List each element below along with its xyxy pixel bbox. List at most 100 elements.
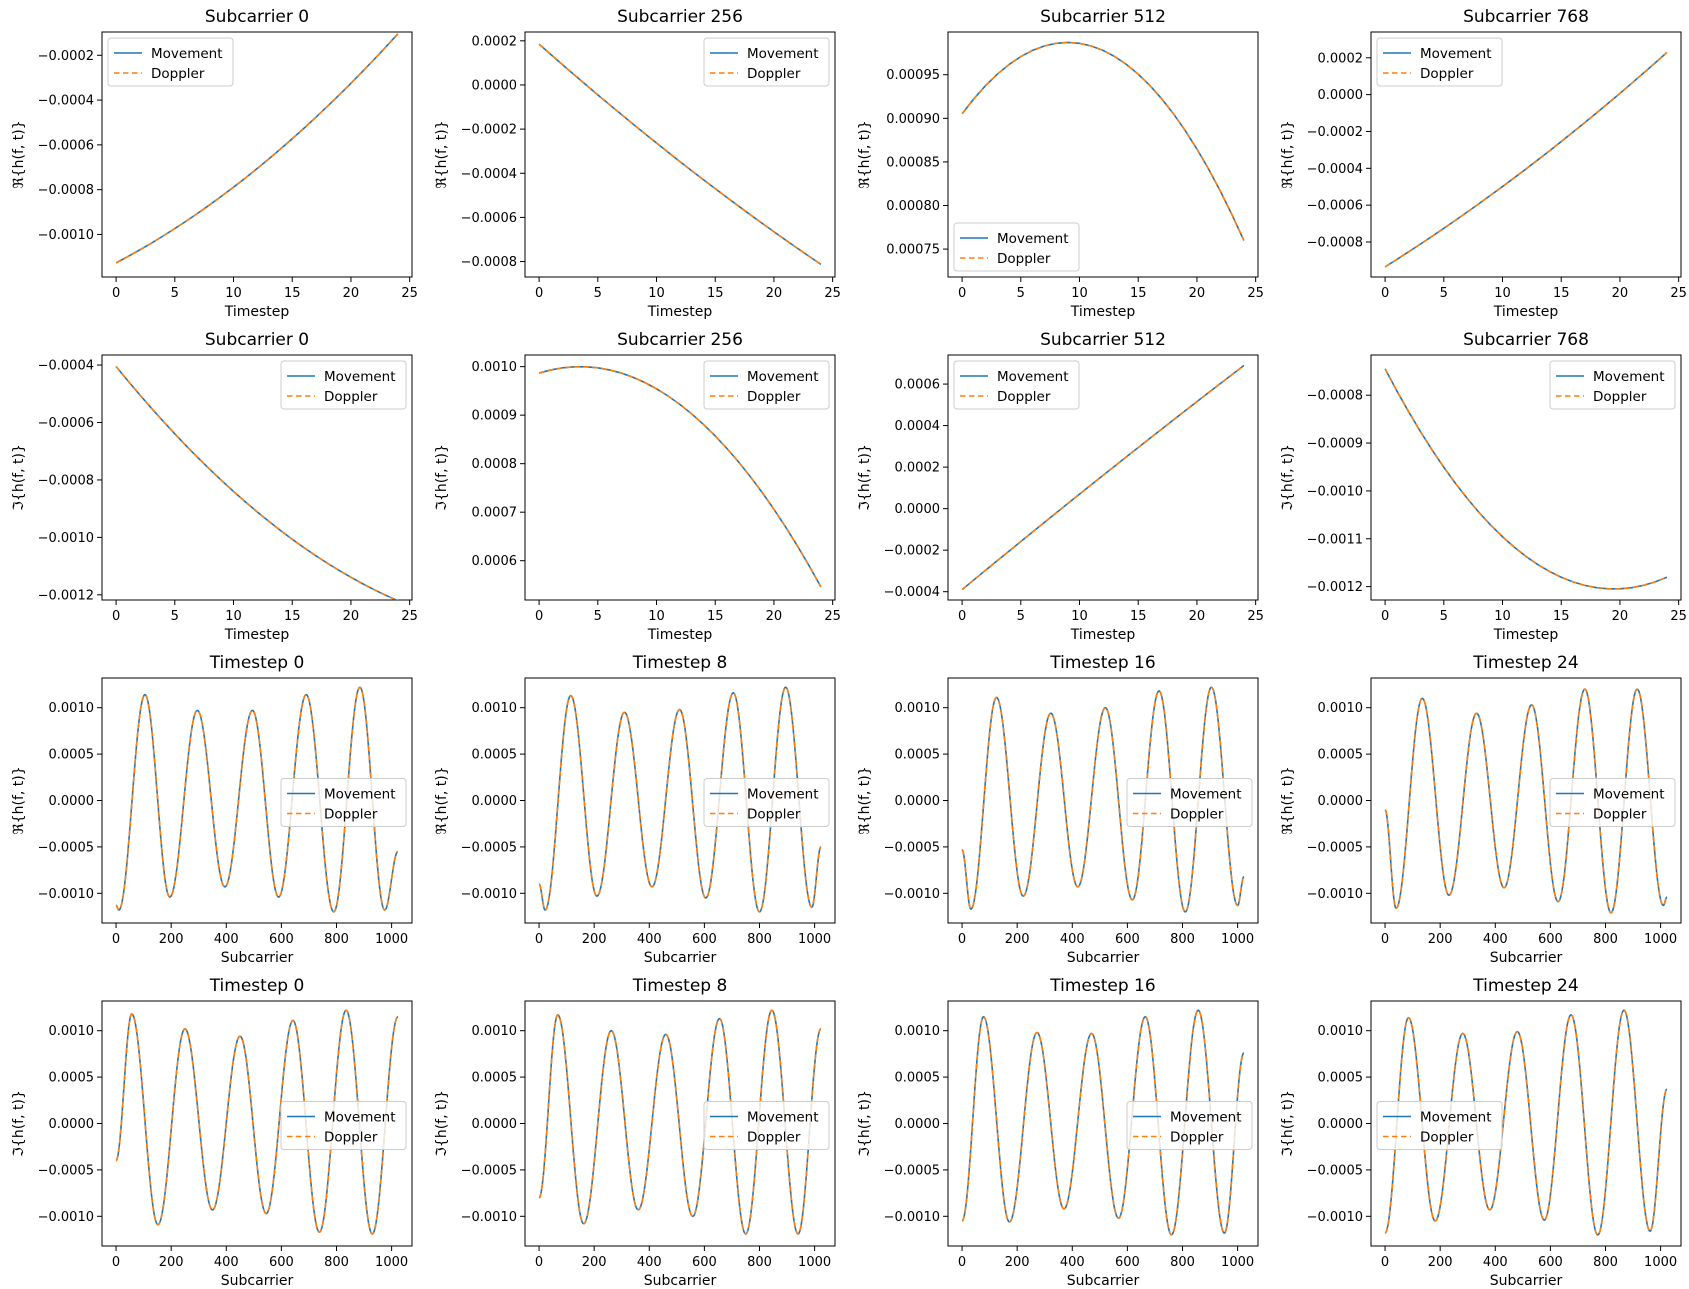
y-tick-label: 0.0010 <box>472 701 518 716</box>
legend: Movement Doppler <box>1126 1101 1253 1150</box>
subplot-6: Subcarrier 256 0 5 10 15 20 25 0.0006 0.0007 0.00… <box>434 330 841 643</box>
y-tick-label: −0.0010 <box>1307 887 1363 902</box>
subplot-title: Timestep 0 <box>209 653 305 673</box>
legend-box <box>953 360 1080 410</box>
legend: Movement Doppler <box>1376 1101 1503 1150</box>
y-tick-label: 0.0006 <box>472 554 518 569</box>
x-tick-label: 20 <box>1189 286 1206 301</box>
x-tick-label: 0 <box>535 1255 543 1270</box>
x-tick-label: 1000 <box>1644 1255 1677 1270</box>
subplot-12: Timestep 24 0 200 400 600 800 1000 −0.0010 −0.00… <box>1280 653 1682 966</box>
legend-label-movement: Movement <box>324 787 396 803</box>
y-tick-label: 0.0005 <box>472 1071 518 1086</box>
y-tick-label: −0.0002 <box>884 544 940 559</box>
y-tick-label: 0.0000 <box>1318 794 1364 809</box>
y-tick-label: −0.0004 <box>1307 162 1363 177</box>
y-tick-label: 0.00080 <box>886 199 940 214</box>
y-axis-label: ℜ{h(f, t)} <box>11 766 27 834</box>
series-line-doppler <box>115 1009 399 1235</box>
y-tick-label: −0.0010 <box>884 1210 940 1225</box>
x-tick-label: 200 <box>582 932 607 947</box>
subplot-16: Timestep 24 0 200 400 600 800 1000 −0.0010 −0.00… <box>1280 976 1682 1289</box>
x-axis-label: Subcarrier <box>644 1273 717 1289</box>
y-tick-label: −0.0005 <box>884 1163 940 1178</box>
x-tick-label: 800 <box>324 932 349 947</box>
legend-box <box>1376 37 1503 87</box>
y-tick-label: 0.0005 <box>1318 748 1364 763</box>
x-tick-label: 1000 <box>375 1255 408 1270</box>
legend-label-movement: Movement <box>747 1110 819 1126</box>
legend-label-doppler: Doppler <box>1170 807 1224 823</box>
y-tick-label: −0.0008 <box>38 473 94 488</box>
x-axis-label: Timestep <box>1493 627 1559 643</box>
subplot-10: Timestep 8 0 200 400 600 800 1000 −0.0010 −0.000… <box>434 653 836 966</box>
x-axis-label: Timestep <box>224 304 290 320</box>
x-tick-label: 5 <box>594 286 602 301</box>
y-tick-label: −0.0004 <box>461 167 517 182</box>
subplot-11: Timestep 16 0 200 400 600 800 1000 −0.0010 −0.00… <box>857 653 1259 966</box>
x-axis-label: Subcarrier <box>644 950 717 966</box>
legend-label-movement: Movement <box>997 231 1069 247</box>
x-axis-label: Timestep <box>1493 304 1559 320</box>
x-tick-label: 25 <box>401 286 418 301</box>
x-tick-label: 400 <box>214 932 239 947</box>
legend: Movement Doppler <box>1126 778 1253 827</box>
y-axis-label: ℑ{h(f, t)} <box>11 444 27 511</box>
legend-label-movement: Movement <box>747 787 819 803</box>
x-tick-label: 800 <box>1170 1255 1195 1270</box>
y-tick-label: 0.0005 <box>49 748 95 763</box>
subplot-title: Timestep 16 <box>1049 653 1155 673</box>
series-line-doppler <box>538 1009 822 1235</box>
subplot-title: Timestep 24 <box>1472 653 1578 673</box>
x-tick-label: 0 <box>112 286 120 301</box>
subplot-title: Timestep 16 <box>1049 976 1155 996</box>
legend-label-movement: Movement <box>1593 787 1665 803</box>
y-axis-label: ℜ{h(f, t)} <box>434 120 450 188</box>
y-tick-label: −0.0012 <box>1307 580 1363 595</box>
y-axis-label: ℑ{h(f, t)} <box>1280 444 1296 511</box>
y-tick-label: 0.0005 <box>472 748 518 763</box>
y-tick-label: −0.0011 <box>1307 532 1363 547</box>
y-tick-label: 0.0010 <box>472 360 518 375</box>
x-tick-label: 10 <box>648 286 665 301</box>
y-tick-label: −0.0008 <box>1307 389 1363 404</box>
x-tick-label: 1000 <box>798 1255 831 1270</box>
subplot-3: Subcarrier 512 0 5 10 15 20 25 0.00075 0.00080 0.… <box>857 7 1264 320</box>
subplot-title: Subcarrier 768 <box>1463 7 1589 27</box>
y-tick-label: 0.0005 <box>895 1071 941 1086</box>
x-axis-label: Timestep <box>224 627 290 643</box>
x-tick-label: 20 <box>766 286 783 301</box>
x-axis-label: Subcarrier <box>1490 1273 1563 1289</box>
subplot-2: Subcarrier 256 0 5 10 15 20 25 −0.0008 −0.0006 −0… <box>434 7 841 320</box>
x-tick-label: 400 <box>1060 932 1085 947</box>
series-line-doppler <box>961 41 1245 241</box>
x-tick-label: 0 <box>958 609 966 624</box>
x-tick-label: 20 <box>343 609 360 624</box>
legend-label-movement: Movement <box>1170 787 1242 803</box>
x-axis-label: Subcarrier <box>1067 950 1140 966</box>
legend-label-movement: Movement <box>747 46 819 62</box>
subplot-title: Timestep 8 <box>632 653 728 673</box>
x-tick-label: 15 <box>1130 286 1147 301</box>
x-tick-label: 20 <box>1612 609 1629 624</box>
subplot-13: Timestep 0 0 200 400 600 800 1000 −0.0010 −0.000… <box>11 976 413 1289</box>
legend-label-doppler: Doppler <box>324 1130 378 1146</box>
series-line-doppler <box>1384 688 1668 914</box>
series-line-doppler <box>538 43 822 266</box>
x-tick-label: 1000 <box>1221 1255 1254 1270</box>
subplot-title: Subcarrier 256 <box>617 330 743 350</box>
x-tick-label: 200 <box>1005 1255 1030 1270</box>
series-line-doppler <box>1384 51 1668 268</box>
x-axis-label: Subcarrier <box>221 950 294 966</box>
legend-label-doppler: Doppler <box>1593 807 1647 823</box>
x-tick-label: 200 <box>1428 932 1453 947</box>
y-tick-label: −0.0005 <box>38 1163 94 1178</box>
subplot-title: Subcarrier 512 <box>1040 330 1166 350</box>
legend-label-doppler: Doppler <box>747 807 801 823</box>
legend: Movement Doppler <box>280 778 407 827</box>
y-tick-label: −0.0008 <box>461 255 517 270</box>
x-axis-label: Timestep <box>647 304 713 320</box>
legend-box <box>1126 778 1253 827</box>
y-tick-label: −0.0008 <box>1307 236 1363 251</box>
y-tick-label: 0.0000 <box>1318 1117 1364 1132</box>
